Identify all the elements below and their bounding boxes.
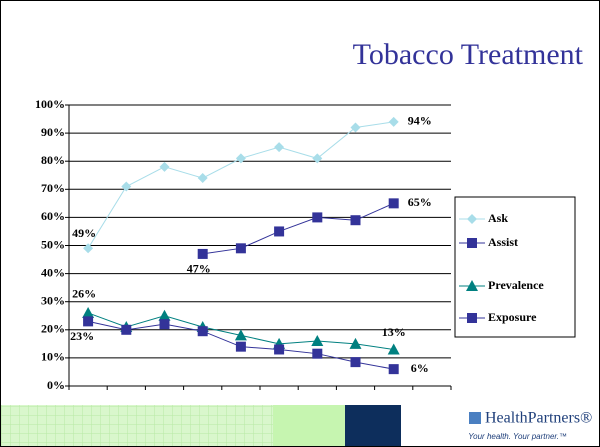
series: 49% 94% — [72, 114, 432, 254]
legend-marker — [467, 313, 477, 323]
data-label: 94% — [408, 114, 432, 128]
chart-title: Tobacco Treatment — [353, 38, 584, 71]
y-tick-label: 50% — [41, 237, 65, 251]
y-tick-label: 100% — [35, 97, 65, 111]
marker — [274, 344, 285, 355]
y-tick-label: 70% — [41, 181, 65, 195]
marker — [350, 122, 361, 133]
series: 47% 65% — [187, 195, 432, 276]
footer-grid — [1, 405, 273, 446]
data-label: 65% — [408, 195, 432, 209]
data-label: 47% — [187, 262, 211, 276]
data-label: 49% — [72, 226, 96, 240]
data-label: 13% — [382, 325, 406, 339]
marker — [349, 337, 362, 349]
marker — [197, 173, 208, 184]
legend-marker — [466, 280, 478, 291]
marker — [121, 181, 132, 192]
legend-marker — [467, 214, 477, 224]
marker — [82, 306, 95, 318]
data-label: 23% — [70, 329, 94, 343]
marker — [274, 226, 285, 237]
marker — [350, 357, 361, 368]
footer-block — [273, 405, 345, 446]
legend-label: Prevalence — [488, 278, 544, 292]
marker — [159, 161, 170, 172]
marker — [121, 324, 132, 335]
tagline: Your health. Your partner.™ — [468, 432, 567, 441]
marker — [83, 316, 94, 327]
y-tick-label: 80% — [41, 153, 65, 167]
y-tick-label: 90% — [41, 125, 65, 139]
footer: HealthPartners® Your health. Your partne… — [1, 405, 592, 446]
marker — [387, 343, 400, 355]
marker — [350, 215, 361, 226]
legend-label: Ask — [488, 211, 508, 225]
marker — [235, 243, 246, 254]
y-tick-label: 20% — [41, 322, 65, 336]
y-tick-label: 30% — [41, 293, 65, 307]
marker — [388, 364, 399, 375]
marker — [311, 335, 324, 347]
marker — [388, 198, 399, 209]
y-tick-label: 0% — [47, 378, 65, 392]
series: 26% 13% — [72, 287, 406, 355]
footer-block — [345, 405, 401, 446]
marker — [158, 309, 171, 321]
marker — [274, 142, 285, 153]
marker — [388, 116, 399, 127]
y-tick-label: 40% — [41, 265, 65, 279]
marker — [312, 212, 323, 223]
legend-label: Exposure — [488, 310, 537, 324]
legend-label: Assist — [488, 235, 518, 249]
line — [87, 121, 394, 249]
marker — [312, 348, 323, 359]
marker — [312, 153, 323, 164]
y-tick-label: 60% — [41, 209, 65, 223]
data-label: 6% — [411, 361, 429, 375]
marker — [235, 341, 246, 352]
data-label: 26% — [72, 287, 96, 301]
series: 23% 6% — [70, 316, 429, 375]
line — [202, 202, 394, 255]
marker — [234, 329, 247, 341]
marker — [159, 319, 170, 330]
y-tick-label: 10% — [41, 350, 65, 364]
marker — [197, 248, 208, 259]
marker — [83, 243, 94, 254]
brand: HealthPartners® — [485, 410, 592, 427]
marker — [197, 326, 208, 337]
logo-icon — [469, 412, 481, 424]
legend-marker — [467, 238, 477, 248]
marker — [235, 153, 246, 164]
